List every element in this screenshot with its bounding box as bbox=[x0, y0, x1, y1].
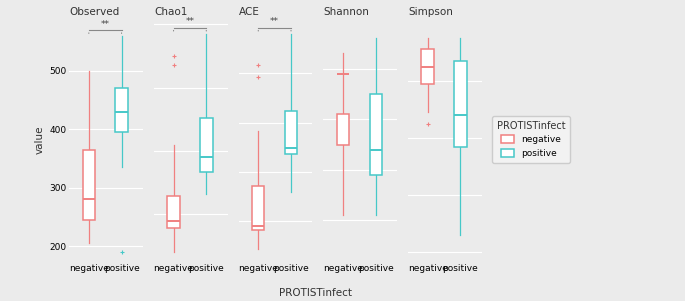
Bar bbox=[83, 150, 95, 220]
Text: ACE: ACE bbox=[238, 7, 260, 17]
Text: **: ** bbox=[186, 17, 195, 26]
Text: Observed: Observed bbox=[69, 7, 119, 17]
Bar bbox=[115, 88, 128, 132]
Y-axis label: value: value bbox=[35, 125, 45, 154]
Bar bbox=[200, 118, 212, 172]
Text: **: ** bbox=[270, 17, 279, 26]
Legend: negative, positive: negative, positive bbox=[492, 116, 570, 163]
Text: Shannon: Shannon bbox=[323, 7, 369, 17]
Bar bbox=[285, 111, 297, 154]
Text: PROTISTinfect: PROTISTinfect bbox=[279, 288, 351, 298]
Bar bbox=[337, 114, 349, 144]
Bar bbox=[421, 49, 434, 84]
Text: **: ** bbox=[101, 20, 110, 29]
Bar bbox=[252, 186, 264, 230]
Bar bbox=[454, 61, 466, 147]
Text: Simpson: Simpson bbox=[408, 7, 453, 17]
Text: Chao1: Chao1 bbox=[154, 7, 187, 17]
Bar bbox=[369, 94, 382, 175]
Bar bbox=[167, 197, 179, 228]
